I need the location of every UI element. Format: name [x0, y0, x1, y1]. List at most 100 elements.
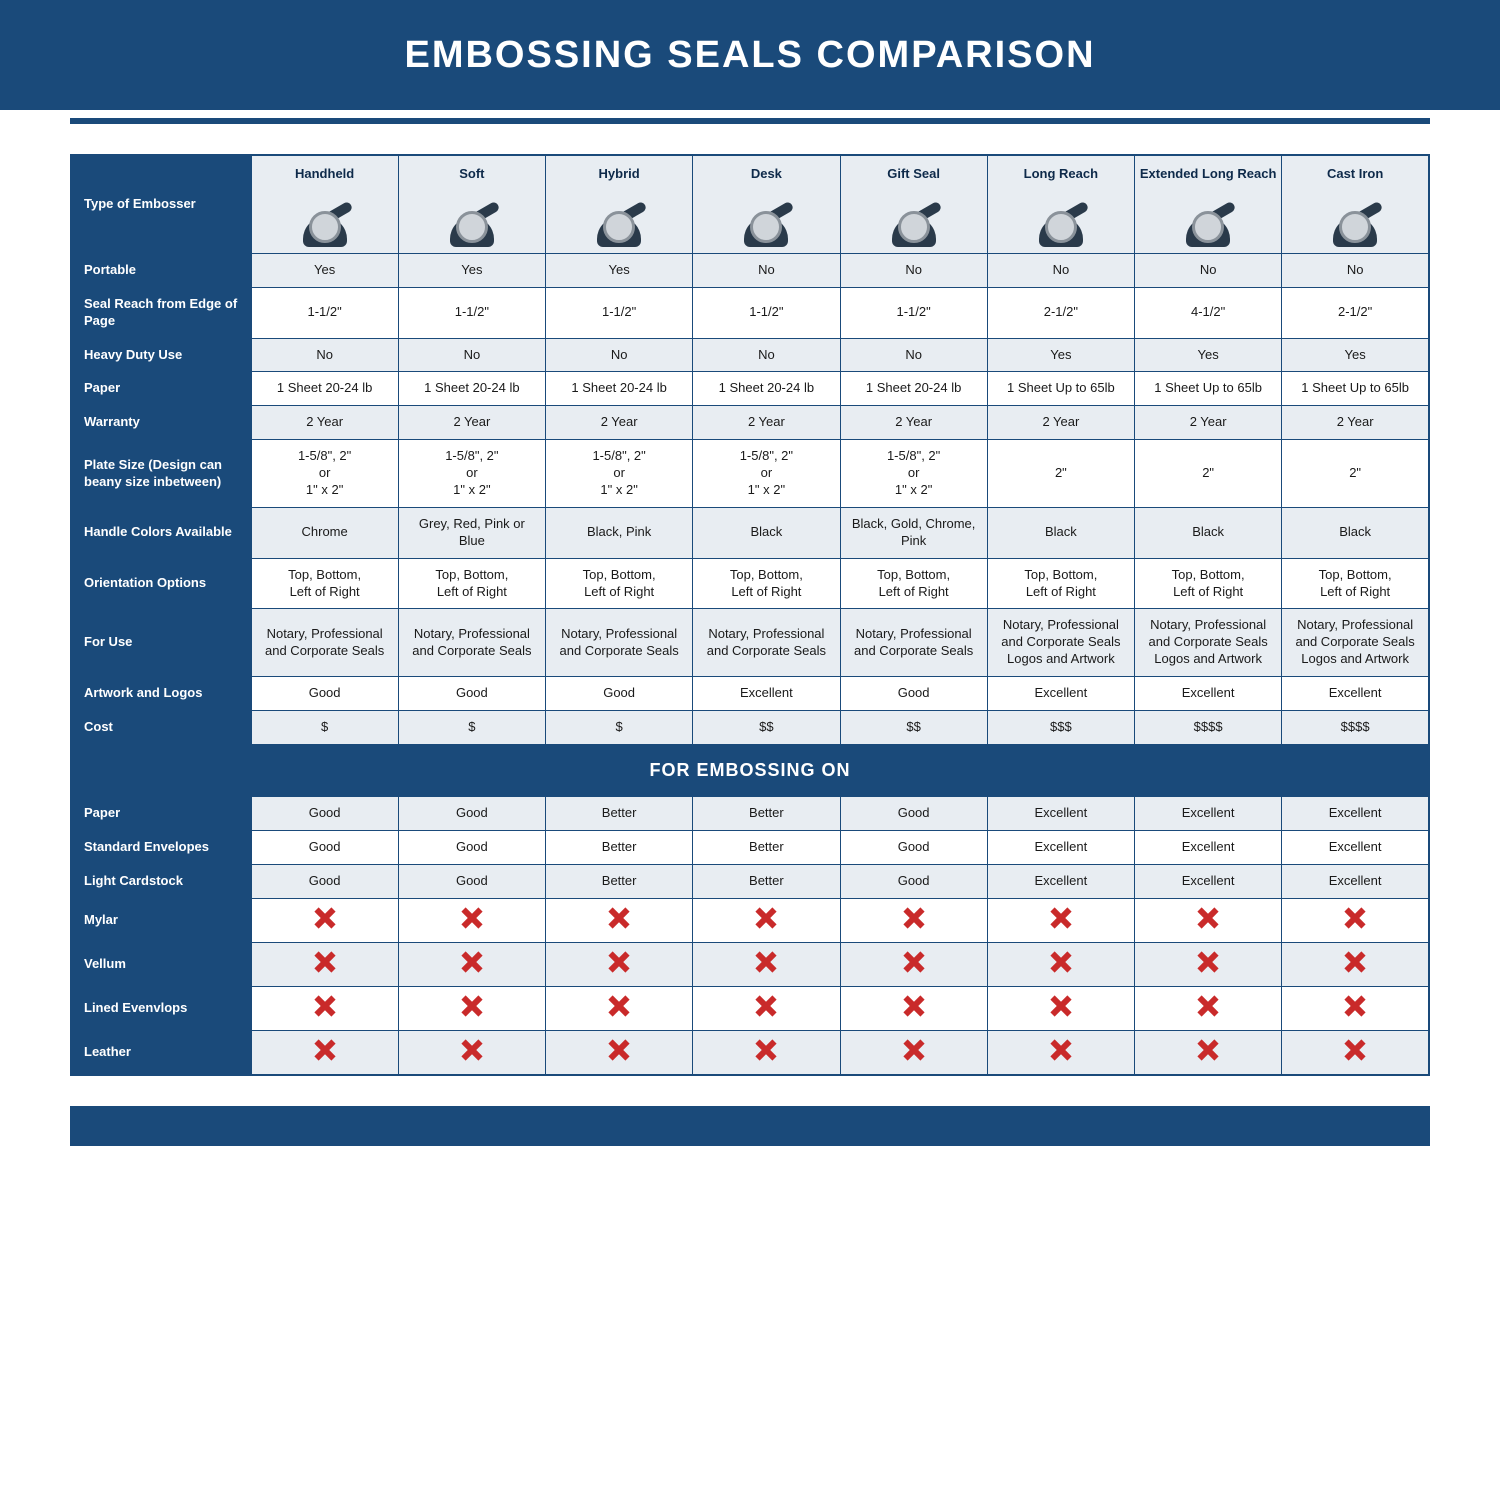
- table-cell: Notary, Professional and Corporate Seals…: [987, 609, 1134, 677]
- table-cell: [987, 942, 1134, 986]
- row-label: Handle Colors Available: [71, 507, 251, 558]
- row-label: Artwork and Logos: [71, 677, 251, 711]
- divider-wrap: [0, 110, 1500, 124]
- table-cell: 1 Sheet Up to 65lb: [1135, 372, 1282, 406]
- table-cell: $$$$: [1135, 711, 1282, 745]
- table-cell: Yes: [251, 253, 398, 287]
- column-header: Soft: [398, 155, 545, 253]
- table-cell: $$: [840, 711, 987, 745]
- table-cell: [251, 942, 398, 986]
- table-cell: No: [693, 253, 840, 287]
- page-title: EMBOSSING SEALS COMPARISON: [404, 34, 1095, 77]
- table-body-main: PortableYesYesYesNoNoNoNoNoSeal Reach fr…: [71, 253, 1429, 744]
- table-row: Artwork and LogosGoodGoodGoodExcellentGo…: [71, 677, 1429, 711]
- table-cell: $: [398, 711, 545, 745]
- table-cell: Better: [546, 831, 693, 865]
- table-cell: Chrome: [251, 507, 398, 558]
- column-header: Handheld: [251, 155, 398, 253]
- table-cell: Good: [398, 831, 545, 865]
- table-row: Standard EnvelopesGoodGoodBetterBetterGo…: [71, 831, 1429, 865]
- table-cell: [251, 898, 398, 942]
- table-row: Paper1 Sheet 20-24 lb1 Sheet 20-24 lb1 S…: [71, 372, 1429, 406]
- table-cell: Better: [693, 831, 840, 865]
- row-label: Leather: [71, 1030, 251, 1074]
- x-icon: [314, 995, 336, 1017]
- row-label: Paper: [71, 797, 251, 831]
- table-cell: Notary, Professional and Corporate Seals: [840, 609, 987, 677]
- table-cell: No: [693, 338, 840, 372]
- x-icon: [1344, 951, 1366, 973]
- table-cell: 2": [1282, 440, 1429, 508]
- table-row: PaperGoodGoodBetterBetterGoodExcellentEx…: [71, 797, 1429, 831]
- table-cell: 1-1/2": [693, 287, 840, 338]
- table-cell: [251, 1030, 398, 1074]
- x-icon: [1197, 1039, 1219, 1061]
- table-row: PortableYesYesYesNoNoNoNoNo: [71, 253, 1429, 287]
- embossing-on-header-row: FOR EMBOSSING ON: [71, 744, 1429, 796]
- row-label: Portable: [71, 253, 251, 287]
- table-cell: No: [1282, 253, 1429, 287]
- table-cell: Excellent: [1135, 831, 1282, 865]
- table-cell: [546, 986, 693, 1030]
- column-header: Cast Iron: [1282, 155, 1429, 253]
- table-cell: $$: [693, 711, 840, 745]
- table-cell: No: [251, 338, 398, 372]
- table-cell: No: [840, 253, 987, 287]
- table-row: Seal Reach from Edge of Page1-1/2"1-1/2"…: [71, 287, 1429, 338]
- table-cell: Notary, Professional and Corporate Seals: [693, 609, 840, 677]
- x-icon: [755, 995, 777, 1017]
- row-label: For Use: [71, 609, 251, 677]
- table-row: Lined Evenvlops: [71, 986, 1429, 1030]
- table-cell: Black, Pink: [546, 507, 693, 558]
- column-label: Desk: [697, 166, 835, 183]
- row-label: Seal Reach from Edge of Page: [71, 287, 251, 338]
- table-cell: 1-1/2": [251, 287, 398, 338]
- table-cell: [840, 942, 987, 986]
- table-cell: Better: [546, 797, 693, 831]
- row-label: Standard Envelopes: [71, 831, 251, 865]
- table-cell: 2 Year: [693, 406, 840, 440]
- embossing-on-label: FOR EMBOSSING ON: [71, 744, 1429, 796]
- table-cell: Yes: [398, 253, 545, 287]
- x-icon: [608, 951, 630, 973]
- table-cell: [1135, 1030, 1282, 1074]
- row-label: Warranty: [71, 406, 251, 440]
- table-cell: 2": [1135, 440, 1282, 508]
- table-cell: 2 Year: [398, 406, 545, 440]
- footer-bar: [70, 1106, 1430, 1146]
- embosser-icon: [442, 187, 502, 247]
- table-cell: Top, Bottom, Left of Right: [693, 558, 840, 609]
- row-label: Cost: [71, 711, 251, 745]
- embosser-icon: [884, 187, 944, 247]
- column-header: Desk: [693, 155, 840, 253]
- table-row: Orientation OptionsTop, Bottom, Left of …: [71, 558, 1429, 609]
- table-row: Vellum: [71, 942, 1429, 986]
- table-cell: Excellent: [1135, 677, 1282, 711]
- table-cell: Black: [1282, 507, 1429, 558]
- table-cell: [1282, 986, 1429, 1030]
- table-cell: 1-1/2": [840, 287, 987, 338]
- table-cell: Top, Bottom, Left of Right: [1135, 558, 1282, 609]
- x-icon: [314, 1039, 336, 1061]
- x-icon: [755, 1039, 777, 1061]
- table-cell: 1 Sheet 20-24 lb: [546, 372, 693, 406]
- table-cell: 1-5/8", 2" or 1" x 2": [546, 440, 693, 508]
- table-cell: [693, 898, 840, 942]
- table-cell: No: [546, 338, 693, 372]
- table-cell: 1 Sheet 20-24 lb: [693, 372, 840, 406]
- column-label: Soft: [403, 166, 541, 183]
- table-cell: No: [398, 338, 545, 372]
- comparison-table: Type of Embosser HandheldSoftHybridDeskG…: [70, 154, 1430, 1076]
- table-row: Mylar: [71, 898, 1429, 942]
- row-label: Mylar: [71, 898, 251, 942]
- table-cell: [1282, 942, 1429, 986]
- column-label: Gift Seal: [845, 166, 983, 183]
- table-cell: Excellent: [1282, 677, 1429, 711]
- x-icon: [461, 1039, 483, 1061]
- table-cell: Yes: [546, 253, 693, 287]
- table-cell: [1135, 986, 1282, 1030]
- x-icon: [608, 1039, 630, 1061]
- table-cell: Excellent: [1282, 865, 1429, 899]
- table-row: Plate Size (Design can beany size inbetw…: [71, 440, 1429, 508]
- row-label: Plate Size (Design can beany size inbetw…: [71, 440, 251, 508]
